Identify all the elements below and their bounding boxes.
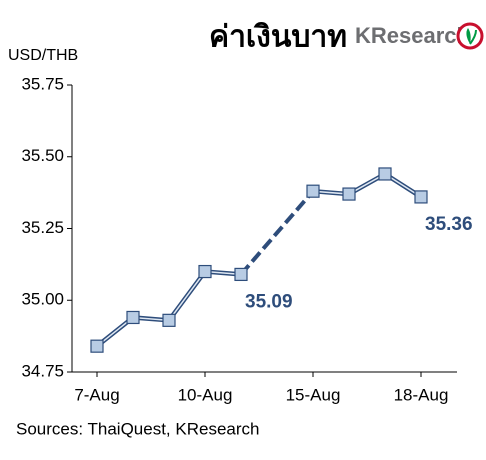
marker [378, 167, 392, 181]
marker [90, 339, 104, 353]
logo-text: KResearch [355, 23, 470, 48]
y-tick-label: 35.25 [21, 218, 64, 237]
source-note: Sources: ThaiQuest, KResearch [16, 419, 259, 438]
data-label: 35.09 [245, 291, 293, 312]
marker [414, 190, 428, 204]
x-tick-label: 18-Aug [394, 385, 449, 404]
data-label: 35.36 [425, 214, 473, 235]
marker [162, 313, 176, 327]
y-tick-label: 34.75 [21, 361, 64, 380]
y-axis-label: USD/THB [8, 47, 78, 64]
marker [306, 184, 320, 198]
marker [126, 310, 140, 325]
line-outline [95, 171, 423, 348]
marker [198, 264, 212, 279]
logo-icon [456, 22, 484, 50]
x-tick-label: 10-Aug [178, 385, 233, 404]
x-tick-label: 15-Aug [286, 385, 341, 404]
y-tick-label: 35.00 [21, 290, 64, 309]
chart-title: ค่าเงินบาท [209, 20, 347, 55]
x-tick-label: 7-Aug [74, 385, 119, 404]
y-tick-label: 35.50 [21, 146, 64, 165]
marker [342, 187, 356, 201]
gap-dashed-line [239, 189, 315, 276]
y-tick-label: 35.75 [21, 74, 64, 93]
marker [234, 267, 248, 282]
